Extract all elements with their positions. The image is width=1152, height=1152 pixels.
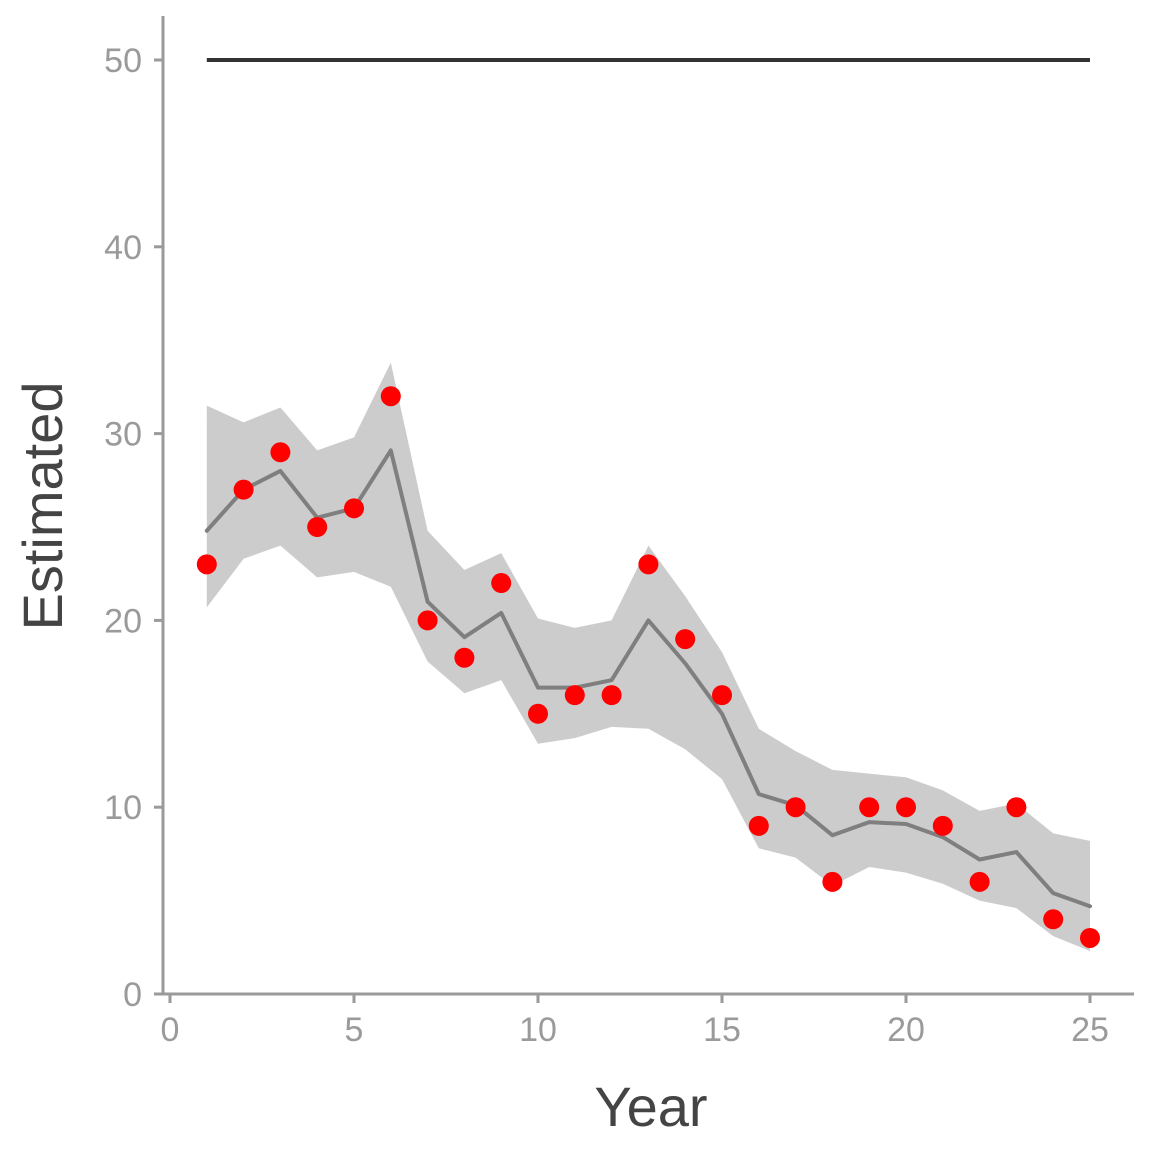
y-tick-label-40: 40 (104, 229, 142, 267)
y-axis-label: Estimated (11, 382, 74, 631)
x-axis-label: Year (594, 1075, 707, 1138)
observed-point-11 (564, 685, 585, 706)
observed-point-4 (307, 517, 328, 537)
point-layer (196, 386, 1100, 948)
observed-point-2 (233, 479, 254, 500)
observed-point-16 (748, 815, 769, 836)
x-tick-label-5: 5 (345, 1011, 364, 1049)
observed-point-20 (896, 797, 916, 818)
observed-point-13 (638, 554, 659, 575)
axis-layer: 0 10 20 30 40 50 0 5 10 15 20 25 (104, 16, 1134, 1049)
observed-point-14 (675, 629, 696, 650)
observed-point-7 (417, 610, 438, 631)
band-layer (206, 362, 1091, 952)
y-tick-label-30: 30 (104, 416, 142, 454)
observed-point-25 (1080, 927, 1100, 948)
observed-point-15 (712, 685, 732, 706)
observed-point-8 (454, 647, 475, 668)
y-tick-label-10: 10 (104, 789, 142, 827)
observed-point-10 (528, 703, 548, 724)
observed-point-24 (1043, 909, 1064, 930)
y-tick-label-0: 0 (123, 976, 142, 1014)
observed-point-18 (822, 871, 843, 892)
observed-point-22 (969, 871, 990, 892)
x-tick-label-20: 20 (887, 1011, 925, 1049)
observed-point-17 (785, 797, 806, 818)
observed-point-19 (859, 797, 880, 818)
x-tick-label-25: 25 (1071, 1011, 1109, 1049)
y-tick-label-20: 20 (104, 602, 142, 640)
observed-point-21 (932, 815, 953, 836)
x-tick-label-10: 10 (519, 1011, 557, 1049)
observed-point-1 (196, 554, 217, 575)
observed-point-9 (491, 573, 512, 594)
y-tick-label-50: 50 (104, 42, 142, 80)
observed-point-23 (1006, 797, 1027, 818)
observed-point-6 (380, 386, 401, 407)
x-tick-label-15: 15 (703, 1011, 741, 1049)
observed-point-3 (270, 442, 291, 463)
x-tick-label-0: 0 (161, 1011, 180, 1049)
observed-point-12 (601, 685, 622, 706)
observed-point-5 (344, 498, 364, 519)
confidence-band (206, 362, 1091, 952)
